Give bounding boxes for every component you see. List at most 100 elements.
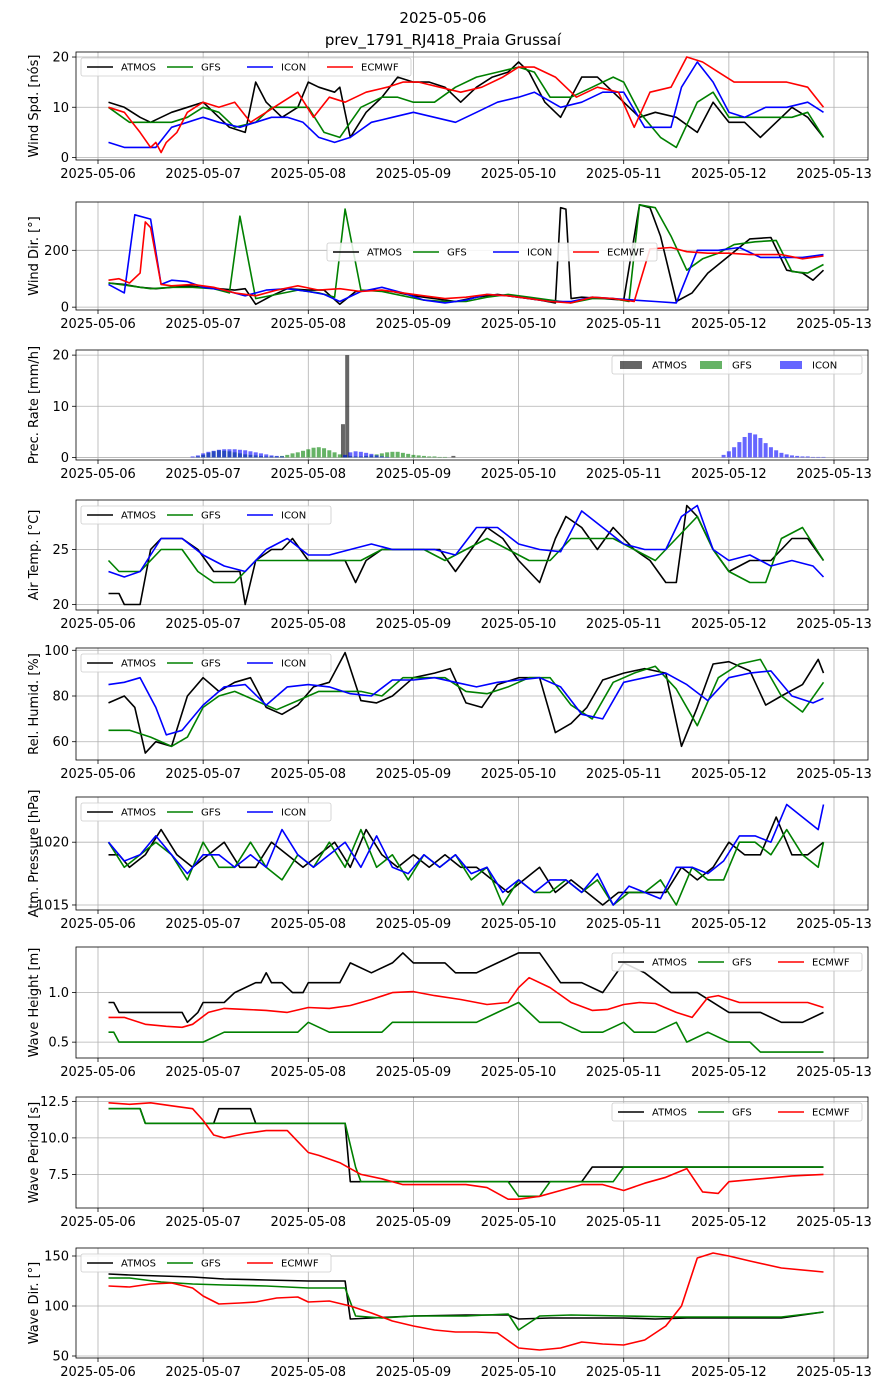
x-tick-label: 2025-05-07 xyxy=(165,917,241,932)
y-tick-label: 10 xyxy=(52,101,69,116)
precip-bar-gfs xyxy=(395,451,400,458)
legend-label-gfs: GFS xyxy=(201,63,221,74)
x-tick-label: 2025-05-10 xyxy=(481,917,557,932)
y-axis-label: Wave Dir. [°] xyxy=(27,1262,42,1345)
precip-bar-atmos xyxy=(345,355,350,458)
legend-label-ecmwf: ECMWF xyxy=(812,958,850,969)
y-tick-label: 100 xyxy=(44,644,69,659)
plot-area xyxy=(107,803,825,906)
series-line-ecmwf xyxy=(108,976,824,1029)
axes-frame xyxy=(75,349,869,461)
chart-panel-6: 2025-05-06 2025-05-07 2025-05-08 2025-05-09… xyxy=(27,790,872,932)
precip-bar-icon xyxy=(237,449,242,458)
chart-panel-7: 2025-05-06 2025-05-07 2025-05-08 2025-05-09… xyxy=(27,946,872,1080)
figure-title-station: prev_1791_RJ418_Praia Grussaí xyxy=(325,31,562,50)
precip-bar-icon xyxy=(348,452,353,458)
series-line-atmos xyxy=(108,61,825,139)
axes-frame xyxy=(75,51,869,161)
y-tick-label: 1015 xyxy=(36,898,69,913)
y-tick-label: 0 xyxy=(61,151,69,166)
x-tick-label: 2025-05-09 xyxy=(376,317,452,332)
precip-bar-icon xyxy=(248,451,253,458)
x-tick-label: 2025-05-13 xyxy=(796,317,872,332)
x-tick-label: 2025-05-09 xyxy=(376,1065,452,1080)
precip-bar-gfs xyxy=(379,453,384,458)
legend-label-icon: ICON xyxy=(281,659,306,670)
x-tick-label: 2025-05-11 xyxy=(586,1365,662,1380)
legend-label-icon: ICON xyxy=(281,63,306,74)
series-line-gfs xyxy=(108,1107,824,1198)
legend: ATMOS GFS ICON xyxy=(80,653,332,673)
x-tick-label: 2025-05-09 xyxy=(376,767,452,782)
legend-label-icon: ICON xyxy=(281,808,306,819)
legend: ATMOS GFS ICON ECMWF xyxy=(326,242,658,262)
precip-bar-icon xyxy=(201,453,206,458)
axes-frame xyxy=(75,1247,869,1359)
x-tick-label: 2025-05-10 xyxy=(481,1065,557,1080)
precip-bar-icon xyxy=(721,454,726,458)
plot-area xyxy=(108,56,825,154)
y-tick-label: 0 xyxy=(61,301,69,316)
x-tick-label: 2025-05-09 xyxy=(376,167,452,182)
precip-bar-atmos xyxy=(451,455,456,458)
y-tick-label: 1.0 xyxy=(48,986,69,1001)
chart-panel-5: 2025-05-06 2025-05-07 2025-05-08 2025-05-09… xyxy=(27,644,872,782)
series-line-gfs xyxy=(107,828,825,906)
legend-box xyxy=(80,1253,332,1273)
x-tick-label: 2025-05-13 xyxy=(796,167,872,182)
precip-bar-gfs xyxy=(306,449,311,458)
precip-bar-icon xyxy=(243,450,248,458)
precip-bar-icon xyxy=(222,449,227,458)
precip-bar-gfs xyxy=(400,452,405,458)
legend-label-gfs: GFS xyxy=(447,248,467,259)
y-tick-label: 200 xyxy=(44,244,69,259)
precip-bar-gfs xyxy=(290,453,295,458)
legend-label-gfs: GFS xyxy=(201,511,221,522)
precip-bar-icon xyxy=(763,443,768,458)
precip-bar-gfs xyxy=(411,454,416,458)
x-tick-label: 2025-05-12 xyxy=(691,617,767,632)
y-tick-label: 80 xyxy=(52,690,69,705)
x-tick-label: 2025-05-06 xyxy=(60,1065,136,1080)
precip-bar-icon xyxy=(190,456,195,458)
precip-bar-icon xyxy=(269,455,274,458)
y-tick-label: 0.5 xyxy=(48,1036,69,1051)
series-line-ecmwf xyxy=(108,1252,824,1351)
precip-bar-icon xyxy=(216,449,221,458)
x-tick-label: 2025-05-12 xyxy=(691,317,767,332)
legend-box xyxy=(611,952,863,972)
x-tick-label: 2025-05-12 xyxy=(691,1065,767,1080)
x-tick-label: 2025-05-07 xyxy=(165,1065,241,1080)
precip-bar-gfs xyxy=(332,452,337,458)
precip-bar-icon xyxy=(758,438,763,458)
legend-swatch-gfs xyxy=(700,361,722,369)
x-tick-label: 2025-05-10 xyxy=(481,1365,557,1380)
legend-label-atmos: ATMOS xyxy=(652,1108,687,1119)
precip-bar-icon xyxy=(732,447,737,458)
axes-frame xyxy=(75,796,869,911)
x-tick-label: 2025-05-09 xyxy=(376,1365,452,1380)
y-tick-label: 25 xyxy=(52,543,69,558)
legend-swatch-icon xyxy=(780,361,802,369)
precip-bar-icon xyxy=(280,456,284,458)
chart-panel-4: 2025-05-06 2025-05-07 2025-05-08 2025-05-09… xyxy=(27,499,872,632)
precip-bar-atmos xyxy=(340,424,345,458)
legend: ATMOS GFS ECMWF xyxy=(80,1253,332,1273)
precip-bar-gfs xyxy=(406,453,411,458)
precip-bar-icon xyxy=(737,442,742,458)
chart-panel-3: 2025-05-06 2025-05-07 2025-05-08 2025-05-09… xyxy=(27,346,872,482)
chart-panel-1: 2025-05-06 2025-05-07 2025-05-08 2025-05-09… xyxy=(27,51,872,182)
x-tick-label: 2025-05-09 xyxy=(376,617,452,632)
precip-bar-icon xyxy=(195,455,200,458)
x-tick-label: 2025-05-08 xyxy=(271,1365,347,1380)
legend-box xyxy=(80,653,332,673)
x-tick-label: 2025-05-12 xyxy=(691,1365,767,1380)
y-axis-label: Prec. Rate [mm/h] xyxy=(27,346,42,464)
y-tick-label: 10 xyxy=(52,400,69,415)
precip-bar-gfs xyxy=(437,456,442,458)
x-tick-label: 2025-05-12 xyxy=(691,917,767,932)
x-tick-label: 2025-05-13 xyxy=(796,1215,872,1230)
legend-label-ecmwf: ECMWF xyxy=(281,1259,319,1270)
x-tick-label: 2025-05-13 xyxy=(796,917,872,932)
